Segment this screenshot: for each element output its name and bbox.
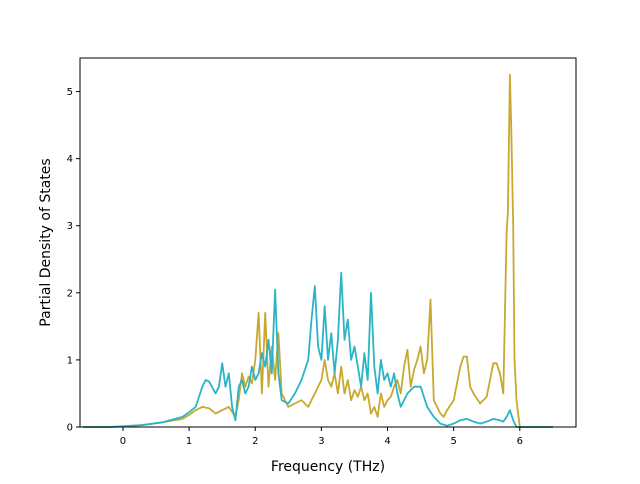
- y-tick-label: 4: [67, 154, 73, 165]
- y-tick-label: 0: [67, 423, 73, 434]
- y-axis-label: Partial Density of States: [38, 158, 54, 326]
- x-tick-label: 6: [517, 436, 523, 447]
- axes-frame: [79, 57, 577, 428]
- x-tick-label: 0: [120, 436, 126, 447]
- x-tick-label: 1: [186, 436, 192, 447]
- plot-area: [80, 58, 576, 427]
- y-tick-label: 2: [67, 288, 73, 299]
- y-tick-label: 3: [67, 221, 73, 232]
- x-tick-label: 3: [318, 436, 324, 447]
- series-line-2: [83, 271, 553, 428]
- y-tick-label: 1: [67, 355, 73, 366]
- x-tick-label: 5: [450, 436, 456, 447]
- series-line-1: [83, 73, 553, 428]
- x-tick-label: 2: [252, 436, 258, 447]
- x-tick-label: 4: [384, 436, 390, 447]
- y-axis: 0 1 2 3 4 5: [67, 87, 80, 434]
- series-layer: [83, 73, 553, 428]
- x-axis-label: Frequency (THz): [271, 459, 385, 475]
- x-axis: 0 1 2 3 4 5 6: [120, 427, 523, 447]
- y-tick-label: 5: [67, 87, 73, 98]
